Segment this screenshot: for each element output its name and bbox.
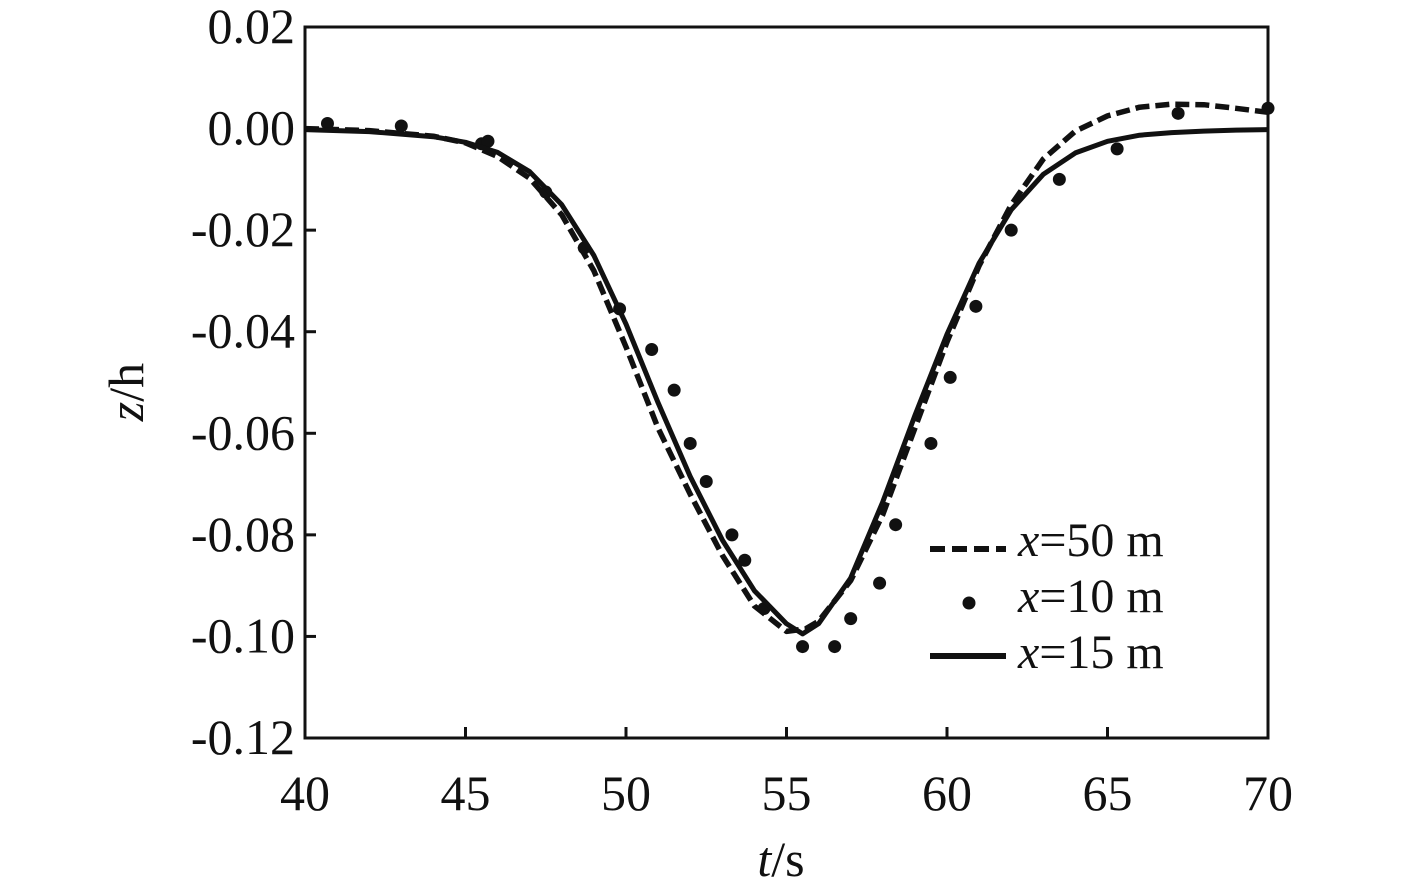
data-point	[683, 436, 697, 450]
x-tick-label: 40	[280, 765, 330, 821]
legend-label-x10: x=10 m	[1017, 570, 1164, 623]
data-point	[320, 116, 334, 130]
y-tick-label: -0.08	[191, 506, 295, 562]
x-tick-label: 65	[1083, 765, 1133, 821]
x-axis-label-unit: /s	[771, 831, 804, 886]
legend: x=50 m x=10 m x=15 m	[930, 514, 1164, 679]
y-tick-label: -0.10	[191, 607, 295, 663]
data-point	[667, 383, 681, 397]
data-point	[796, 640, 810, 654]
y-axis-label: z/h	[98, 363, 154, 422]
data-point	[969, 299, 983, 313]
legend-label-x15: x=15 m	[1017, 626, 1164, 679]
x-tick-label: 55	[762, 765, 812, 821]
data-point	[1261, 101, 1275, 115]
y-axis-label-var: z	[98, 402, 154, 422]
y-tick-label: -0.04	[191, 303, 295, 359]
x-axis-label-var: t	[757, 831, 772, 886]
data-point	[943, 370, 957, 384]
x-axis: 40 45 50 55 60 65 70	[280, 727, 1293, 821]
data-point	[1110, 142, 1124, 156]
data-point	[889, 518, 903, 532]
y-tick-label: -0.02	[191, 201, 295, 257]
y-axis: 0.02 0.00 -0.02 -0.04 -0.06 -0.08 -0.10 -0.12	[191, 0, 316, 765]
series-line-solid	[304, 127, 1269, 637]
x-tick-label: 60	[922, 765, 972, 821]
data-point	[1004, 223, 1018, 237]
x-tick-label: 45	[441, 765, 491, 821]
y-tick-label: -0.06	[191, 404, 295, 460]
data-point	[394, 119, 408, 133]
data-point	[1052, 172, 1066, 186]
legend-label-x50: x=50 m	[1017, 514, 1164, 567]
x-tick-label: 50	[601, 765, 651, 821]
y-tick-label: -0.12	[191, 709, 295, 765]
data-point	[738, 553, 752, 567]
y-axis-label-unit: /h	[98, 363, 154, 402]
data-point	[481, 134, 495, 148]
data-point	[924, 436, 938, 450]
data-point	[873, 576, 887, 590]
data-point	[725, 528, 739, 542]
legend-swatch-dot	[962, 596, 976, 610]
data-point	[645, 342, 659, 356]
data-point	[699, 475, 713, 489]
x-axis-label: t/s	[757, 831, 804, 886]
y-tick-label: 0.00	[208, 100, 296, 156]
data-point	[1171, 106, 1185, 120]
x-tick-label: 70	[1243, 765, 1293, 821]
y-tick-label: 0.02	[208, 0, 296, 54]
data-point	[828, 640, 842, 654]
data-point	[844, 612, 858, 626]
